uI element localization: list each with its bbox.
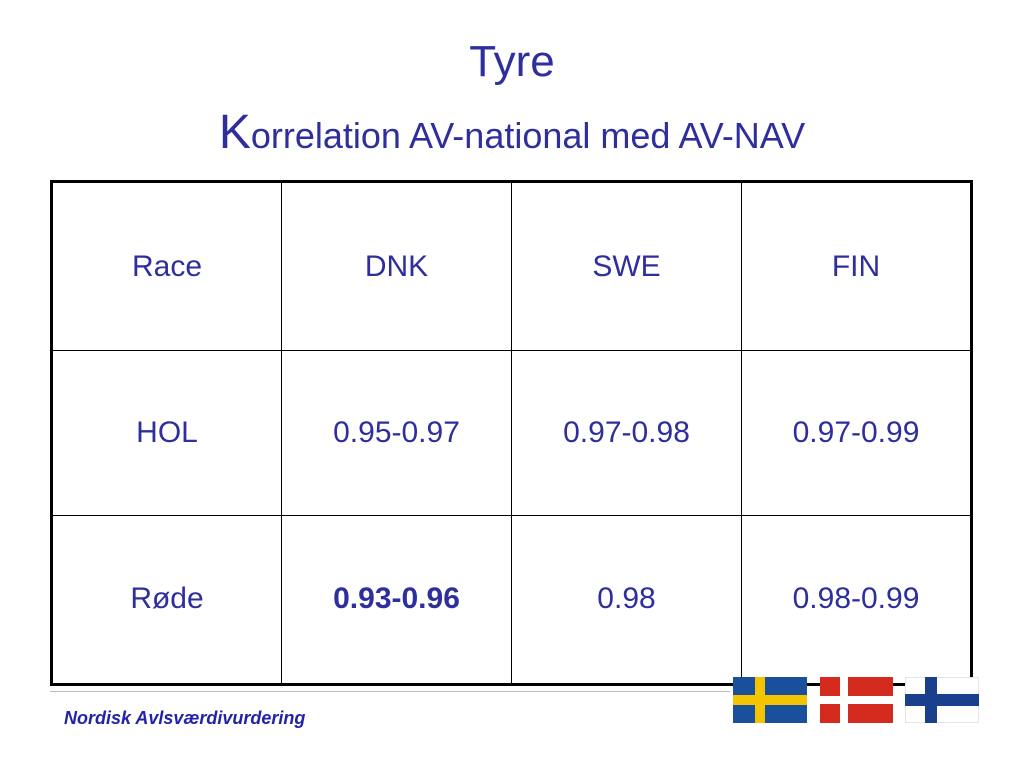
footer-rule [50,691,730,692]
header-cell: Race [51,180,282,352]
correlation-table: Race DNK SWE FIN HOL 0.95-0.97 0.97-0.98… [50,180,973,686]
table-cell: HOL [51,350,282,516]
table-cell: 0.97-0.99 [741,350,972,516]
footer-text: Nordisk Avlsværdivurdering [64,708,306,728]
table-cell: 0.95-0.97 [281,350,512,516]
table-cell: 0.98-0.99 [741,514,972,686]
subtitle: Korrelation AV-national med AV-NAV [218,106,806,159]
flag-denmark [820,677,893,723]
table-cell: 0.98 [511,514,742,686]
flag-cross [905,694,979,706]
table-row: Røde 0.93-0.96 0.98 0.98-0.99 [51,514,972,686]
table-row: HOL 0.95-0.97 0.97-0.98 0.97-0.99 [51,350,972,516]
table-cell: Røde [51,514,282,686]
table-row: Race DNK SWE FIN [51,180,972,352]
flag-cross [820,696,893,704]
flag-finland [905,677,979,723]
flag-sweden [733,677,807,723]
table-cell: 0.93-0.96 [281,514,512,686]
title: Tyre [469,37,555,86]
header-cell: FIN [741,180,972,352]
table-cell: 0.97-0.98 [511,350,742,516]
header-cell: DNK [281,180,512,352]
header-cell: SWE [511,180,742,352]
flag-cross [733,695,807,705]
